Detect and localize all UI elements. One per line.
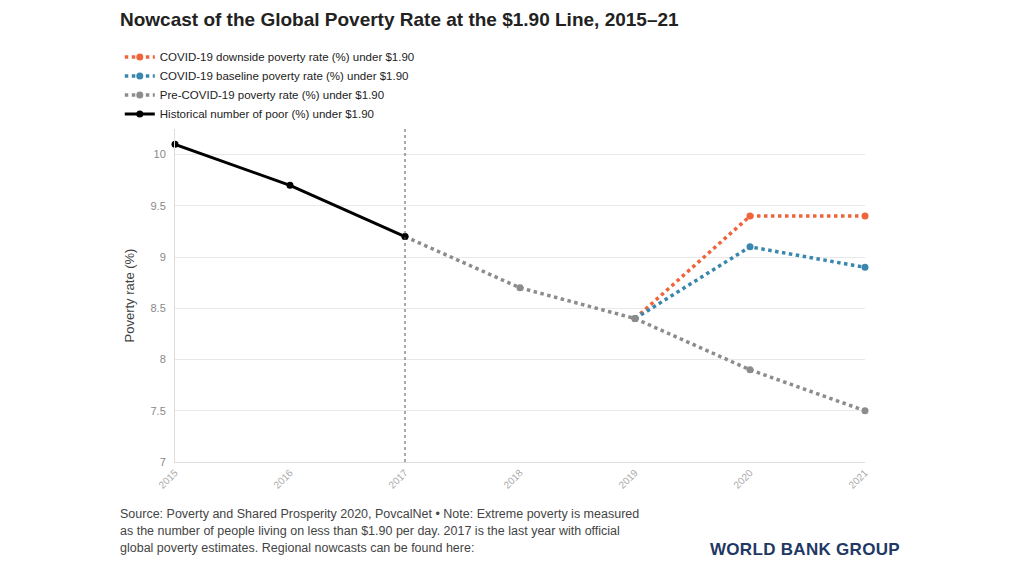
svg-text:2017: 2017 — [386, 467, 410, 491]
html-text:WORLD BANK GROUP: WORLD BANK GROUP — [710, 540, 900, 559]
svg-text:2018: 2018 — [501, 467, 525, 491]
svg-text:8.5: 8.5 — [151, 302, 166, 314]
svg-text:9: 9 — [160, 251, 166, 263]
svg-text:2015: 2015 — [156, 467, 180, 491]
svg-text:10: 10 — [154, 148, 166, 160]
svg-text:Historical number of poor (%): Historical number of poor (%) under $1.9… — [160, 108, 374, 120]
svg-text:Pre-COVID-19 poverty rate (%): Pre-COVID-19 poverty rate (%) under $1.9… — [160, 89, 384, 101]
svg-text:9.5: 9.5 — [151, 200, 166, 212]
svg-text:2016: 2016 — [271, 467, 295, 491]
html-text:Source: Poverty and Shared Pro: Source: Poverty and Shared Prosperity 20… — [120, 507, 640, 555]
svg-text:COVID-19 downside poverty rate: COVID-19 downside poverty rate (%) under… — [160, 51, 414, 63]
svg-text:Poverty rate (%): Poverty rate (%) — [122, 249, 137, 343]
svg-text:7: 7 — [160, 456, 166, 468]
svg-text:8: 8 — [160, 353, 166, 365]
svg-text:Nowcast of the Global Poverty: Nowcast of the Global Poverty Rate at th… — [120, 9, 679, 30]
svg-text:2019: 2019 — [616, 467, 640, 491]
svg-text:7.5: 7.5 — [151, 405, 166, 417]
svg-text:COVID-19 baseline poverty rate: COVID-19 baseline poverty rate (%) under… — [160, 70, 409, 82]
svg-text:2021: 2021 — [846, 467, 870, 491]
svg-text:2020: 2020 — [731, 467, 755, 491]
